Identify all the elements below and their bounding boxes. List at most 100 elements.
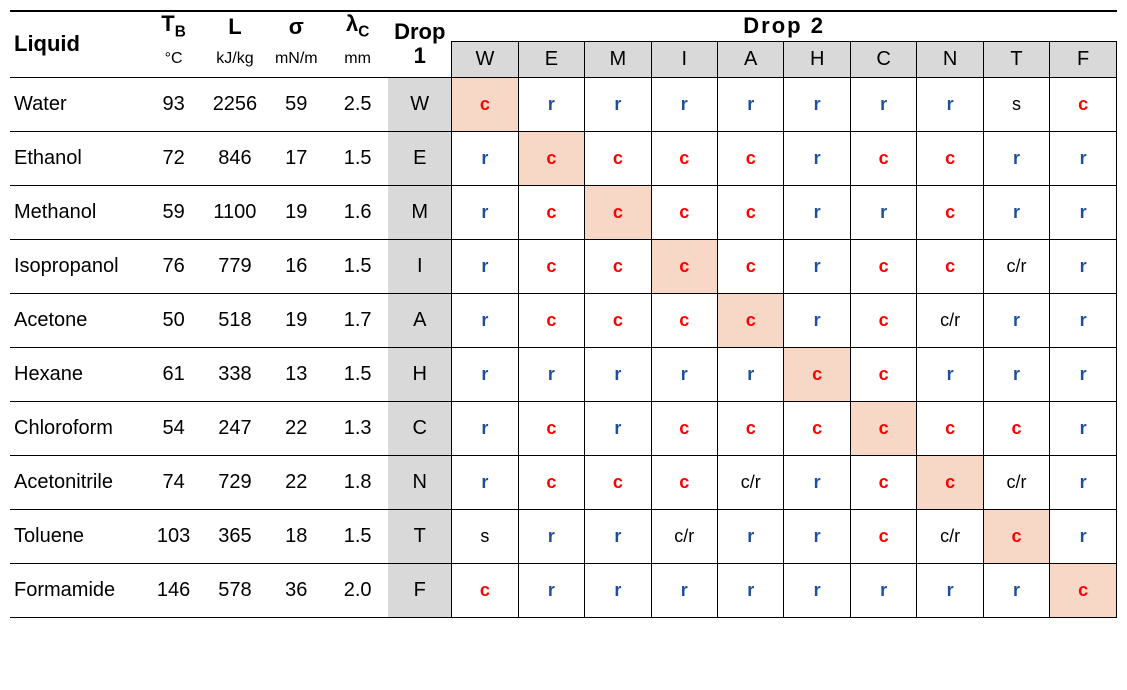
col-l-symbol: L (204, 11, 265, 41)
matrix-colhead-w: W (452, 41, 518, 77)
tb-value: 61 (143, 347, 204, 401)
l-value: 578 (204, 563, 265, 617)
matrix-cell: s (452, 509, 518, 563)
matrix-colhead-m: M (585, 41, 651, 77)
matrix-cell: r (518, 563, 584, 617)
matrix-cell: c (651, 239, 717, 293)
matrix-cell: c (917, 455, 983, 509)
matrix-cell: c (651, 185, 717, 239)
table-row: Ethanol72846171.5Erccccrccrr (10, 131, 1117, 185)
matrix-cell: c (518, 185, 584, 239)
matrix-cell: r (585, 401, 651, 455)
matrix-colhead-c: C (850, 41, 916, 77)
liquid-name: Hexane (10, 347, 143, 401)
table-row: Formamide146578362.0Fcrrrrrrrrc (10, 563, 1117, 617)
matrix-cell: r (983, 131, 1049, 185)
matrix-cell: r (917, 347, 983, 401)
col-drop2-header: Drop 2 (452, 11, 1117, 41)
matrix-cell: r (452, 131, 518, 185)
matrix-cell: c/r (983, 239, 1049, 293)
matrix-cell: c (518, 293, 584, 347)
drop1-code: F (388, 563, 451, 617)
matrix-cell: r (917, 563, 983, 617)
l-value: 2256 (204, 77, 265, 131)
matrix-cell: r (1050, 239, 1117, 293)
matrix-cell: r (585, 509, 651, 563)
matrix-cell: c (452, 77, 518, 131)
sigma-value: 59 (266, 77, 327, 131)
matrix-cell: r (585, 347, 651, 401)
tb-value: 50 (143, 293, 204, 347)
matrix-cell: r (651, 77, 717, 131)
sigma-value: 19 (266, 293, 327, 347)
matrix-cell: c (585, 455, 651, 509)
lc-value: 1.5 (327, 131, 388, 185)
matrix-cell: r (983, 185, 1049, 239)
tb-value: 93 (143, 77, 204, 131)
matrix-cell: r (784, 185, 850, 239)
matrix-cell: r (784, 509, 850, 563)
lc-value: 2.0 (327, 563, 388, 617)
matrix-cell: r (718, 347, 784, 401)
matrix-cell: c (718, 401, 784, 455)
matrix-cell: c/r (917, 509, 983, 563)
table-row: Acetonitrile74729221.8Nrcccc/rrccc/rr (10, 455, 1117, 509)
matrix-colhead-h: H (784, 41, 850, 77)
matrix-cell: c (850, 347, 916, 401)
matrix-cell: c/r (983, 455, 1049, 509)
l-value: 846 (204, 131, 265, 185)
matrix-cell: c (651, 293, 717, 347)
matrix-cell: c (850, 455, 916, 509)
matrix-cell: r (784, 77, 850, 131)
matrix-cell: c (917, 239, 983, 293)
table-row: Water932256592.5Wcrrrrrrrsc (10, 77, 1117, 131)
matrix-cell: r (452, 239, 518, 293)
matrix-cell: c (518, 455, 584, 509)
matrix-cell: s (983, 77, 1049, 131)
l-value: 247 (204, 401, 265, 455)
liquid-name: Toluene (10, 509, 143, 563)
drop1-code: M (388, 185, 451, 239)
matrix-cell: r (1050, 185, 1117, 239)
matrix-cell: c (850, 509, 916, 563)
matrix-cell: c (917, 131, 983, 185)
table-body: Water932256592.5WcrrrrrrrscEthanol728461… (10, 77, 1117, 617)
matrix-colhead-t: T (983, 41, 1049, 77)
matrix-cell: r (784, 131, 850, 185)
lc-value: 1.7 (327, 293, 388, 347)
liquid-name: Acetone (10, 293, 143, 347)
lc-value: 1.6 (327, 185, 388, 239)
col-tb-unit: °C (143, 41, 204, 77)
matrix-cell: c (518, 401, 584, 455)
matrix-cell: c (983, 509, 1049, 563)
matrix-cell: r (452, 293, 518, 347)
sigma-value: 36 (266, 563, 327, 617)
liquid-name: Chloroform (10, 401, 143, 455)
col-sigma-unit: mN/m (266, 41, 327, 77)
matrix-colhead-i: I (651, 41, 717, 77)
col-l-unit: kJ/kg (204, 41, 265, 77)
matrix-colhead-e: E (518, 41, 584, 77)
matrix-cell: c/r (917, 293, 983, 347)
tb-value: 76 (143, 239, 204, 293)
matrix-cell: c (585, 185, 651, 239)
matrix-cell: c (784, 401, 850, 455)
l-value: 518 (204, 293, 265, 347)
col-liquid-header: Liquid (10, 11, 143, 77)
drop1-code: C (388, 401, 451, 455)
drop1-code: W (388, 77, 451, 131)
matrix-cell: c (718, 131, 784, 185)
l-value: 1100 (204, 185, 265, 239)
matrix-cell: r (1050, 293, 1117, 347)
sigma-value: 18 (266, 509, 327, 563)
sigma-value: 19 (266, 185, 327, 239)
matrix-cell: r (784, 563, 850, 617)
liquid-name: Acetonitrile (10, 455, 143, 509)
matrix-colhead-a: A (718, 41, 784, 77)
matrix-cell: c (1050, 563, 1117, 617)
matrix-cell: r (585, 77, 651, 131)
table-row: Hexane61338131.5Hrrrrrccrrr (10, 347, 1117, 401)
matrix-cell: r (850, 563, 916, 617)
matrix-cell: c (917, 401, 983, 455)
matrix-cell: c (784, 347, 850, 401)
